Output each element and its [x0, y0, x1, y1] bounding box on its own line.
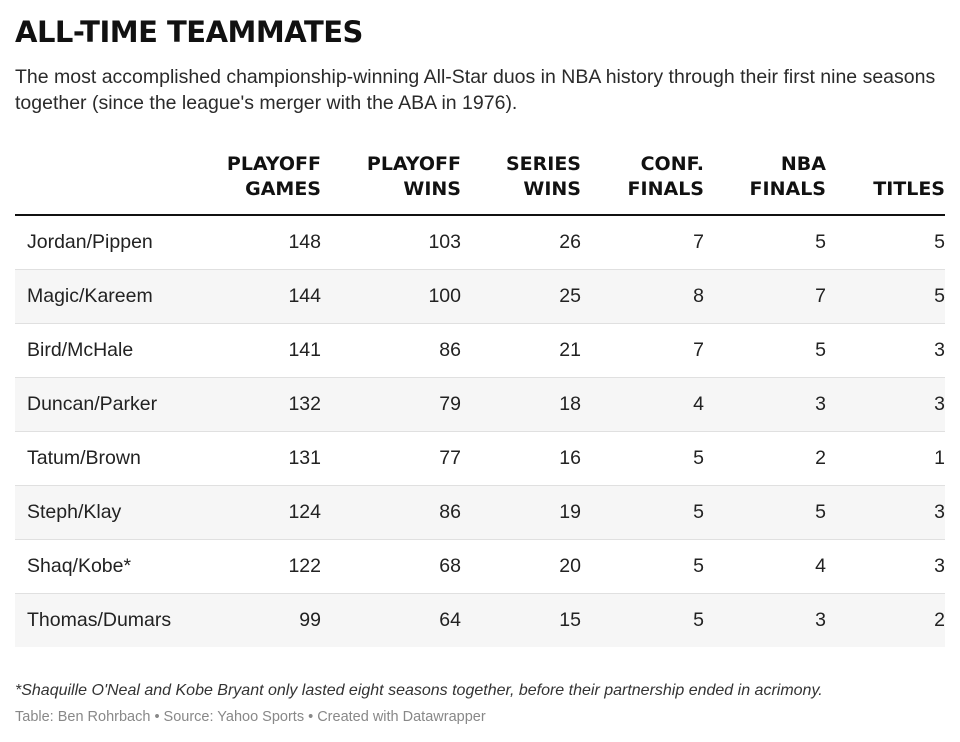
- table-body: Jordan/Pippen 148 103 26 7 5 5 Magic/Kareem 144 1…: [15, 215, 945, 647]
- cell-conf-finals: 5: [581, 539, 704, 594]
- cell-nba-finals: 5: [704, 215, 826, 270]
- cell-conf-finals: 5: [581, 485, 704, 540]
- teammates-table: PLAYOFF GAMES PLAYOFF WINS SERIES WINS C…: [15, 152, 945, 647]
- header-titles-line2: TITLES: [873, 178, 945, 200]
- cell-playoff-wins: 79: [321, 377, 461, 432]
- cell-titles: 2: [826, 593, 945, 647]
- cell-conf-finals: 4: [581, 377, 704, 432]
- header-duo: [15, 152, 200, 216]
- cell-playoff-games: 144: [200, 269, 321, 324]
- cell-nba-finals: 2: [704, 431, 826, 486]
- header-nba-finals-line2: FINALS: [749, 178, 826, 200]
- cell-series-wins: 16: [461, 431, 581, 486]
- header-series-wins-line1: SERIES: [505, 153, 581, 175]
- cell-conf-finals: 5: [581, 593, 704, 647]
- cell-conf-finals: 7: [581, 215, 704, 270]
- cell-nba-finals: 4: [704, 539, 826, 594]
- chart-subtitle: The most accomplished championship-winni…: [15, 66, 936, 114]
- cell-playoff-wins: 86: [321, 323, 461, 378]
- table-row: Magic/Kareem 144 100 25 8 7 5: [15, 269, 945, 324]
- cell-titles: 3: [826, 323, 945, 378]
- header-playoff-games-line2: GAMES: [245, 178, 321, 200]
- cell-series-wins: 21: [461, 323, 581, 378]
- header-playoff-wins-line1: PLAYOFF: [366, 153, 461, 175]
- cell-titles: 5: [826, 215, 945, 270]
- cell-titles: 3: [826, 485, 945, 540]
- table-row: Thomas/Dumars 99 64 15 5 3 2: [15, 593, 945, 647]
- header-playoff-wins: PLAYOFF WINS: [321, 152, 461, 216]
- table-row: Duncan/Parker 132 79 18 4 3 3: [15, 377, 945, 432]
- table-row: Jordan/Pippen 148 103 26 7 5 5: [15, 215, 945, 270]
- cell-titles: 1: [826, 431, 945, 486]
- table-row: Steph/Klay 124 86 19 5 5 3: [15, 485, 945, 540]
- cell-series-wins: 15: [461, 593, 581, 647]
- cell-series-wins: 20: [461, 539, 581, 594]
- header-nba-finals: NBA FINALS: [704, 152, 826, 216]
- cell-nba-finals: 3: [704, 377, 826, 432]
- cell-playoff-wins: 100: [321, 269, 461, 324]
- header-conf-finals-line1: CONF.: [640, 153, 704, 175]
- cell-duo: Steph/Klay: [15, 485, 200, 540]
- cell-titles: 3: [826, 377, 945, 432]
- header-playoff-games-line1: PLAYOFF: [226, 153, 321, 175]
- header-playoff-games: PLAYOFF GAMES: [200, 152, 321, 216]
- header-row: PLAYOFF GAMES PLAYOFF WINS SERIES WINS C…: [15, 152, 945, 216]
- cell-playoff-wins: 86: [321, 485, 461, 540]
- header-playoff-wins-line2: WINS: [403, 178, 461, 200]
- table-row: Bird/McHale 141 86 21 7 5 3: [15, 323, 945, 378]
- cell-titles: 3: [826, 539, 945, 594]
- footnote: *Shaquille O'Neal and Kobe Bryant only l…: [15, 682, 823, 699]
- header-series-wins: SERIES WINS: [461, 152, 581, 216]
- cell-duo: Shaq/Kobe*: [15, 539, 200, 594]
- cell-duo: Tatum/Brown: [15, 431, 200, 486]
- header-series-wins-line2: WINS: [523, 178, 581, 200]
- table-row: Shaq/Kobe* 122 68 20 5 4 3: [15, 539, 945, 594]
- cell-playoff-games: 122: [200, 539, 321, 594]
- cell-series-wins: 26: [461, 215, 581, 270]
- cell-duo: Jordan/Pippen: [15, 215, 200, 270]
- cell-conf-finals: 8: [581, 269, 704, 324]
- credits-line: Table: Ben Rohrbach • Source: Yahoo Spor…: [15, 709, 486, 725]
- cell-playoff-wins: 64: [321, 593, 461, 647]
- cell-nba-finals: 3: [704, 593, 826, 647]
- cell-playoff-wins: 77: [321, 431, 461, 486]
- cell-playoff-games: 131: [200, 431, 321, 486]
- cell-series-wins: 18: [461, 377, 581, 432]
- cell-conf-finals: 5: [581, 431, 704, 486]
- cell-duo: Magic/Kareem: [15, 269, 200, 324]
- cell-duo: Bird/McHale: [15, 323, 200, 378]
- cell-titles: 5: [826, 269, 945, 324]
- cell-playoff-wins: 103: [321, 215, 461, 270]
- cell-duo: Duncan/Parker: [15, 377, 200, 432]
- header-nba-finals-line1: NBA: [780, 153, 826, 175]
- chart-title: ALL-TIME TEAMMATES: [15, 15, 363, 49]
- cell-playoff-games: 124: [200, 485, 321, 540]
- cell-nba-finals: 7: [704, 269, 826, 324]
- cell-playoff-games: 148: [200, 215, 321, 270]
- cell-nba-finals: 5: [704, 485, 826, 540]
- cell-playoff-games: 141: [200, 323, 321, 378]
- cell-playoff-games: 132: [200, 377, 321, 432]
- cell-series-wins: 19: [461, 485, 581, 540]
- cell-playoff-games: 99: [200, 593, 321, 647]
- cell-series-wins: 25: [461, 269, 581, 324]
- table-row: Tatum/Brown 131 77 16 5 2 1: [15, 431, 945, 486]
- header-conf-finals-line2: FINALS: [627, 178, 704, 200]
- cell-conf-finals: 7: [581, 323, 704, 378]
- cell-nba-finals: 5: [704, 323, 826, 378]
- header-conf-finals: CONF. FINALS: [581, 152, 704, 216]
- header-titles: TITLES: [826, 152, 945, 216]
- cell-playoff-wins: 68: [321, 539, 461, 594]
- cell-duo: Thomas/Dumars: [15, 593, 200, 647]
